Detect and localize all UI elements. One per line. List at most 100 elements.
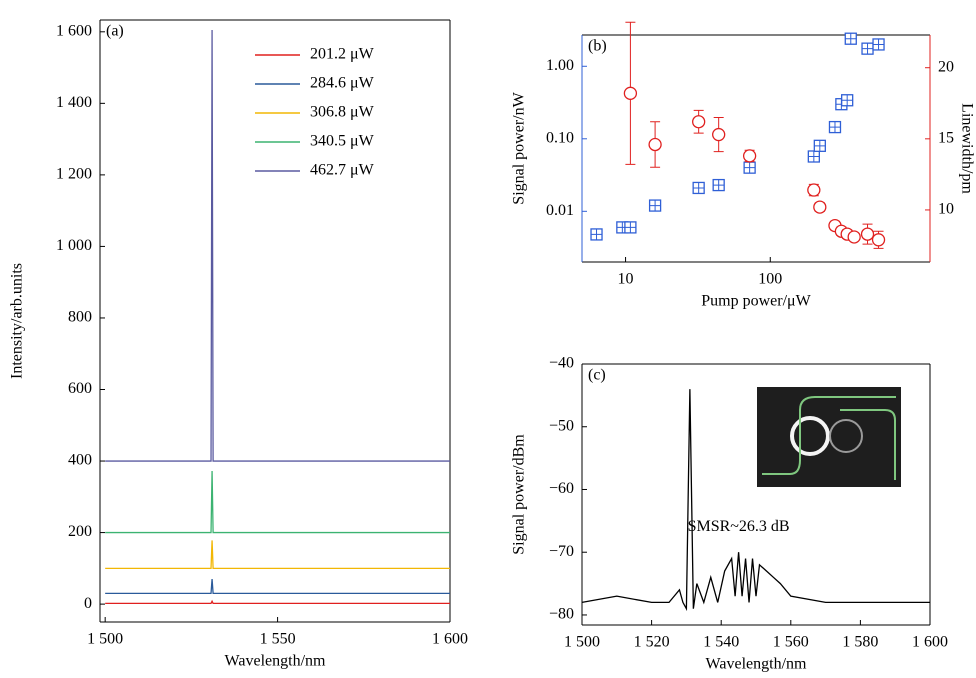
data-point (742, 149, 757, 163)
marker (847, 230, 861, 244)
ring (790, 416, 830, 456)
y-tick-label: −50 (549, 417, 574, 434)
data-point (807, 150, 820, 163)
data-point (872, 38, 885, 51)
legend-label: 201.2 μW (310, 46, 375, 63)
data-line (581, 389, 930, 612)
y-tick-label: 600 (68, 380, 92, 397)
marker (742, 149, 757, 163)
data-point (648, 137, 662, 152)
marker-cross (808, 151, 820, 162)
data-point (624, 221, 637, 234)
x-tick-label: 100 (758, 271, 782, 288)
x-axis-label: Wavelength/nm (225, 653, 326, 670)
marker-cross (591, 228, 603, 240)
data-point (648, 199, 662, 212)
data-point (871, 233, 886, 247)
x-tick-label: 1 600 (912, 634, 948, 651)
data-point (861, 42, 874, 55)
marker-cross (713, 179, 725, 191)
data-point (847, 230, 861, 244)
x-tick-label: 1 500 (564, 634, 600, 651)
y2-tick-label: 15 (938, 130, 954, 147)
data-point (692, 115, 706, 129)
y-tick-label: 1.00 (546, 57, 574, 74)
y-tick-label: 1 600 (56, 22, 92, 39)
data-line (105, 599, 450, 605)
marker (871, 233, 886, 247)
data-point (813, 200, 827, 214)
data-point (712, 178, 725, 192)
y-tick-label: 1 000 (56, 237, 92, 254)
marker-cross (873, 38, 885, 50)
marker-cross (862, 43, 874, 55)
waveguide (762, 396, 896, 480)
inset-photo (757, 387, 901, 487)
marker (712, 127, 726, 142)
data-point (844, 32, 857, 45)
data-line (105, 471, 450, 534)
x-tick-label: 1 550 (260, 631, 296, 648)
y-tick-label: 1 400 (56, 94, 92, 111)
y-tick-label: −60 (549, 480, 574, 497)
y-tick-label: −70 (549, 543, 574, 560)
y-tick-label: 400 (68, 452, 92, 469)
marker-cross (841, 94, 853, 106)
annotation: SMSR~26.3 dB (688, 518, 790, 535)
x-tick-label: 1 500 (87, 631, 123, 648)
data-line (105, 30, 450, 462)
data-point (623, 86, 638, 100)
y-axis-label: Intensity/arb.units (9, 263, 26, 379)
x-tick-label: 1 540 (703, 634, 739, 651)
marker (623, 86, 638, 100)
data-point (743, 161, 756, 174)
marker (813, 200, 827, 214)
y-axis-label: Signal power/dBm (511, 434, 528, 555)
data-point (828, 120, 842, 134)
marker (648, 137, 662, 152)
x-tick-label: 1 600 (432, 631, 468, 648)
y2-axis-label: Linewidth/pm (958, 103, 975, 194)
data-point (813, 139, 826, 152)
data-line (105, 579, 450, 595)
y-tick-label: 1 200 (56, 166, 92, 183)
y-axis-label: Signal power/nW (511, 91, 528, 204)
panel-label: (b) (588, 38, 607, 55)
panel-label: (a) (106, 23, 124, 40)
x-tick-label: 1 560 (773, 634, 809, 651)
data-point (841, 94, 854, 107)
x-tick-label: 10 (618, 271, 634, 288)
x-tick-label: 1 520 (634, 634, 670, 651)
y-tick-label: 0.01 (546, 202, 574, 219)
legend-label: 340.5 μW (310, 133, 375, 150)
x-tick-label: 1 580 (842, 634, 878, 651)
marker-cross (624, 221, 636, 233)
y2-tick-label: 20 (938, 58, 954, 75)
y-tick-label: 800 (68, 309, 92, 326)
y-tick-label: 200 (68, 523, 92, 540)
y-tick-label: 0 (84, 595, 92, 612)
data-point (807, 183, 821, 197)
data-point (712, 127, 726, 142)
x-axis-label: Pump power/μW (701, 293, 811, 310)
data-line (105, 540, 450, 569)
ring (829, 419, 863, 453)
legend-label: 284.6 μW (310, 75, 375, 92)
marker-cross (814, 140, 826, 152)
data-point (590, 228, 603, 241)
marker-cross (693, 182, 705, 194)
legend-label: 462.7 μW (310, 162, 375, 179)
marker (860, 227, 875, 241)
legend-label: 306.8 μW (310, 104, 375, 121)
data-point (692, 181, 705, 195)
marker-cross (845, 33, 857, 45)
y-tick-label: 0.10 (546, 129, 574, 146)
y-tick-label: −80 (549, 606, 574, 623)
marker-cross (744, 162, 756, 174)
marker-cross (649, 200, 661, 212)
y2-tick-label: 10 (938, 201, 954, 218)
x-axis-label: Wavelength/nm (706, 656, 807, 673)
data-point (860, 227, 875, 241)
panel-label: (c) (588, 367, 606, 384)
